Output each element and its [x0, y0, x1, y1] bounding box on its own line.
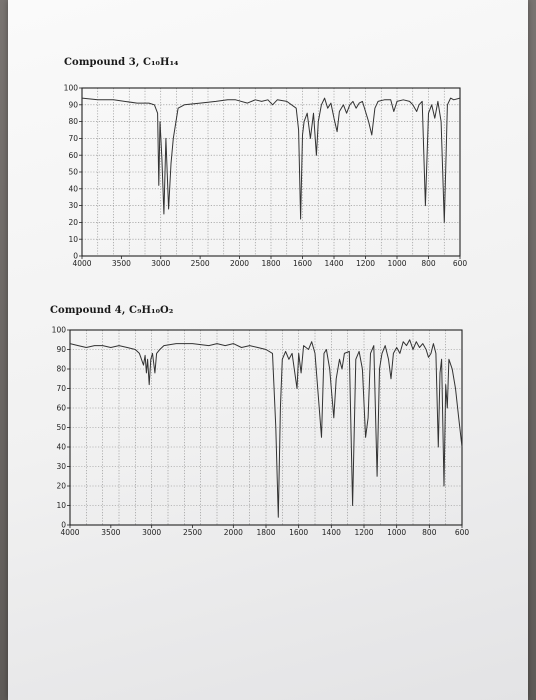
spectrum-line: [69, 339, 463, 518]
x-tick-label: 1200: [356, 259, 375, 268]
y-tick-label: 30: [56, 462, 66, 471]
y-tick-label: 90: [68, 100, 78, 109]
x-tick-label: 1000: [387, 259, 406, 268]
x-tick-label: 600: [455, 528, 470, 537]
x-tick-label: 2000: [230, 259, 249, 268]
y-tick-label: 30: [68, 201, 78, 210]
y-tick-label: 80: [56, 365, 66, 374]
x-tick-label: 4000: [60, 528, 79, 537]
x-tick-label: 1600: [293, 259, 312, 268]
x-tick-label: 1400: [322, 528, 341, 537]
y-tick-label: 80: [68, 117, 78, 126]
x-tick-label: 3500: [112, 259, 131, 268]
paper-sheet: [8, 0, 528, 700]
x-tick-label: 4000: [72, 259, 91, 268]
y-tick-label: 50: [56, 423, 66, 432]
x-tick-label: 800: [422, 528, 437, 537]
y-tick-label: 0: [73, 252, 78, 261]
x-tick-label: 3000: [142, 528, 161, 537]
y-tick-label: 40: [68, 184, 78, 193]
x-tick-label: 3000: [151, 259, 170, 268]
y-tick-label: 100: [64, 84, 79, 93]
x-tick-label: 1800: [261, 259, 280, 268]
x-tick-label: 600: [453, 259, 468, 268]
x-tick-label: 800: [421, 259, 436, 268]
x-tick-label: 1000: [387, 528, 406, 537]
y-tick-label: 60: [68, 151, 78, 160]
y-tick-label: 20: [68, 218, 78, 227]
x-tick-label: 1600: [289, 528, 308, 537]
y-tick-label: 70: [68, 134, 78, 143]
y-tick-label: 90: [56, 345, 66, 354]
x-tick-label: 2500: [191, 259, 210, 268]
y-tick-label: 100: [52, 326, 67, 335]
y-tick-label: 60: [56, 404, 66, 413]
y-tick-label: 0: [61, 521, 66, 530]
y-tick-label: 20: [56, 482, 66, 491]
chart-2-title: Compound 4, C₉H₁₀O₂: [50, 305, 174, 316]
y-tick-label: 70: [56, 384, 66, 393]
spectrum-line: [81, 97, 461, 223]
y-tick-label: 10: [56, 501, 66, 510]
x-tick-label: 1800: [256, 528, 275, 537]
y-tick-label: 10: [68, 235, 78, 244]
x-tick-label: 1400: [324, 259, 343, 268]
x-tick-label: 1200: [354, 528, 373, 537]
x-tick-label: 2000: [224, 528, 243, 537]
x-tick-label: 3500: [101, 528, 120, 537]
x-tick-label: 2500: [183, 528, 202, 537]
chart-1-title: Compound 3, C₁₀H₁₄: [64, 57, 179, 68]
y-tick-label: 40: [56, 443, 66, 452]
y-tick-label: 50: [68, 168, 78, 177]
